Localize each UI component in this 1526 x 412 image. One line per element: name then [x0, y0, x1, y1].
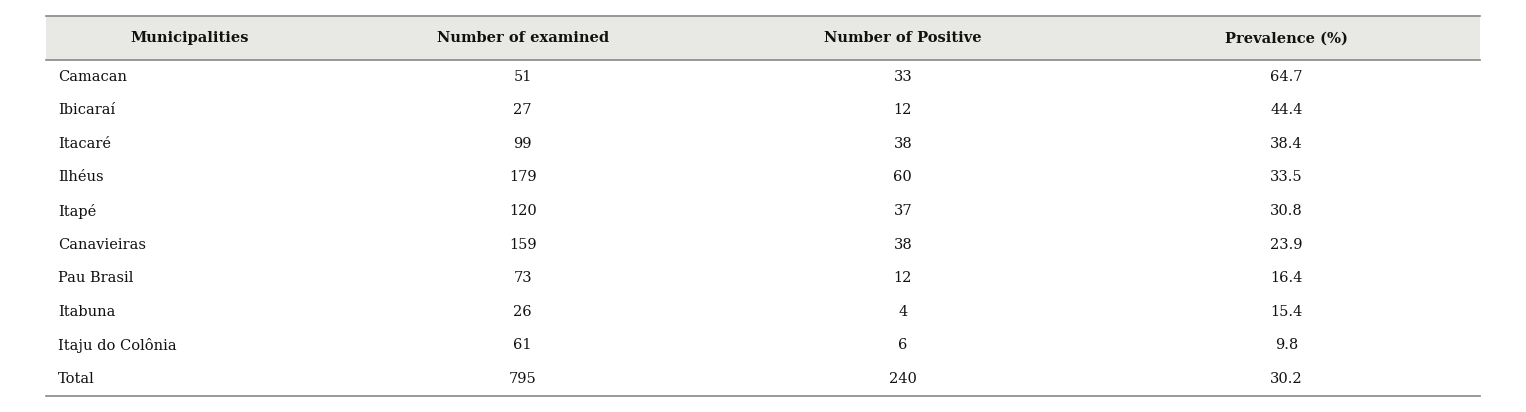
- Text: Camacan: Camacan: [58, 70, 127, 84]
- Text: Itabuna: Itabuna: [58, 304, 116, 318]
- Text: 6: 6: [899, 338, 908, 352]
- Text: 26: 26: [513, 304, 533, 318]
- Text: Ilhéus: Ilhéus: [58, 171, 104, 185]
- Text: Prevalence (%): Prevalence (%): [1225, 31, 1347, 45]
- Text: 120: 120: [508, 204, 537, 218]
- Text: Pau Brasil: Pau Brasil: [58, 271, 133, 285]
- Text: Canavieiras: Canavieiras: [58, 238, 146, 252]
- Text: Itapé: Itapé: [58, 204, 96, 218]
- Text: 9.8: 9.8: [1274, 338, 1299, 352]
- Text: Municipalities: Municipalities: [130, 31, 249, 45]
- Text: 44.4: 44.4: [1270, 103, 1303, 117]
- Text: 38: 38: [894, 137, 913, 151]
- Text: Number of Positive: Number of Positive: [824, 31, 981, 45]
- Text: 38.4: 38.4: [1270, 137, 1303, 151]
- Text: 30.8: 30.8: [1270, 204, 1303, 218]
- Text: 33: 33: [894, 70, 913, 84]
- Text: Number of examined: Number of examined: [436, 31, 609, 45]
- Text: Ibicaraí: Ibicaraí: [58, 103, 116, 117]
- Text: 64.7: 64.7: [1270, 70, 1303, 84]
- Text: 27: 27: [513, 103, 533, 117]
- Text: 99: 99: [513, 137, 533, 151]
- Text: 60: 60: [894, 171, 913, 185]
- Text: Itacaré: Itacaré: [58, 137, 111, 151]
- Text: Total: Total: [58, 372, 95, 386]
- Text: 240: 240: [890, 372, 917, 386]
- Text: 16.4: 16.4: [1270, 271, 1303, 285]
- Text: Itaju do Colônia: Itaju do Colônia: [58, 338, 177, 353]
- Text: 795: 795: [508, 372, 537, 386]
- Text: 30.2: 30.2: [1270, 372, 1303, 386]
- Text: 159: 159: [508, 238, 537, 252]
- Text: 51: 51: [514, 70, 533, 84]
- Text: 4: 4: [899, 304, 908, 318]
- Text: 15.4: 15.4: [1271, 304, 1303, 318]
- Text: 179: 179: [508, 171, 537, 185]
- Text: 23.9: 23.9: [1270, 238, 1303, 252]
- Text: 61: 61: [513, 338, 533, 352]
- Text: 12: 12: [894, 271, 913, 285]
- Text: 33.5: 33.5: [1270, 171, 1303, 185]
- Text: 37: 37: [894, 204, 913, 218]
- Text: 38: 38: [894, 238, 913, 252]
- Text: 12: 12: [894, 103, 913, 117]
- Text: 73: 73: [513, 271, 533, 285]
- Bar: [46, 16, 1480, 60]
